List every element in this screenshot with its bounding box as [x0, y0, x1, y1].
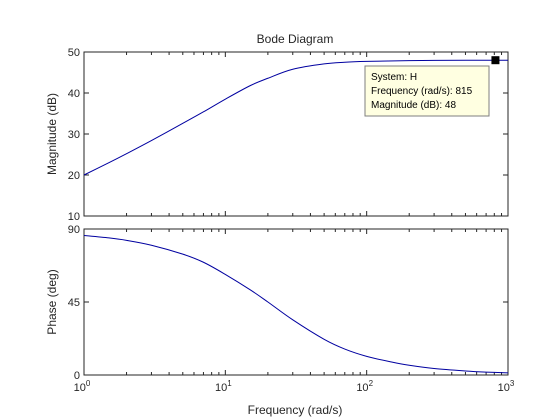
magnitude-ytick-label: 40: [68, 88, 80, 100]
frequency-xtick-label: 101: [215, 379, 232, 394]
magnitude-marks: [83, 56, 508, 176]
frequency-xtick-label: 100: [74, 379, 91, 394]
frequency-xlabel: Frequency (rad/s): [248, 403, 343, 417]
magnitude-ytick-label: 50: [68, 47, 80, 59]
phase-ytick-label: 0: [74, 370, 80, 382]
magnitude-series-line: [83, 59, 508, 176]
phase-axes-box: [83, 228, 509, 376]
phase-ytick-label: 90: [68, 224, 80, 236]
data-tip-system: System: H: [371, 72, 417, 83]
magnitude-ytick-label: 30: [68, 129, 80, 141]
magnitude-ticks: 10 20 30 40 50: [68, 47, 509, 223]
data-tip-frequency: Frequency (rad/s): 815: [371, 86, 473, 97]
phase-ylabel: Phase (deg): [45, 269, 59, 334]
phase-ytick-label: 45: [68, 297, 80, 309]
data-tip-box: [364, 65, 490, 117]
magnitude-ytick-label: 10: [68, 211, 80, 223]
frequency-xtick-label: 103: [498, 379, 515, 394]
data-tip-marker[interactable]: [491, 56, 500, 65]
magnitude-ytick-label: 20: [68, 170, 80, 182]
phase-marks: [83, 234, 509, 374]
data-tip-magnitude: Magnitude (dB): 48: [371, 100, 456, 111]
phase-ticks: 0 45 90 100 101 102 103: [68, 224, 515, 394]
data-tip[interactable]: System: H Frequency (rad/s): 815 Magnitu…: [364, 65, 490, 117]
phase-series-line: [83, 234, 509, 374]
magnitude-ylabel: Magnitude (dB): [45, 93, 59, 175]
chart-title: Bode Diagram: [257, 32, 334, 46]
frequency-xtick-label: 102: [356, 379, 373, 394]
phase-panel: 0 45 90 100 101 102 103 Phase (deg) Frequency …: [45, 224, 515, 417]
